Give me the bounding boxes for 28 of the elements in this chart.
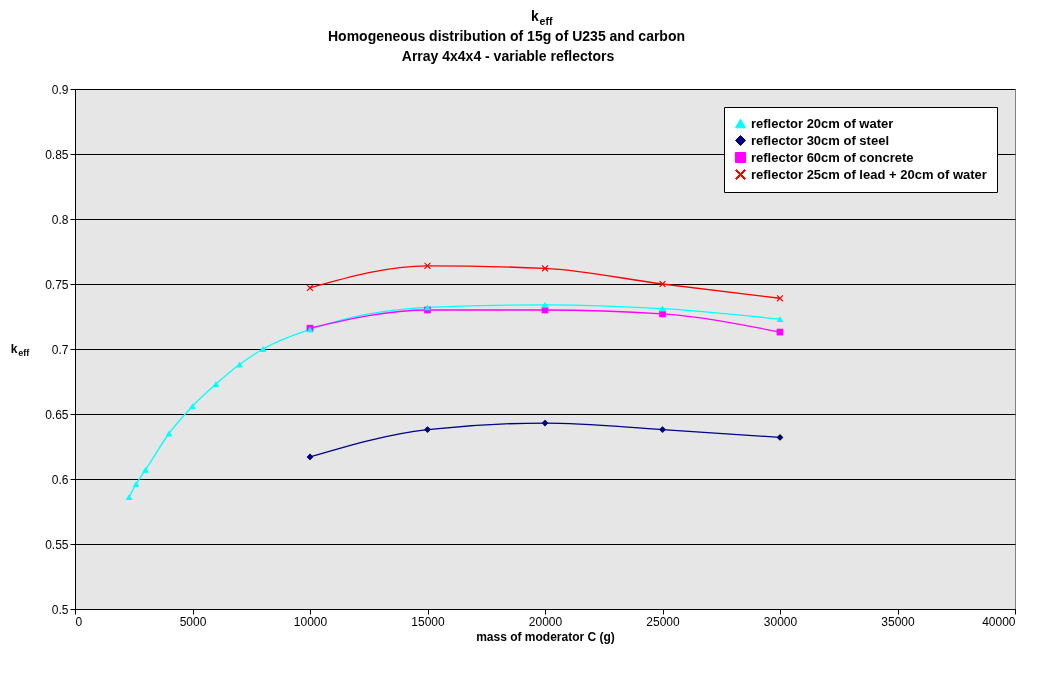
legend-label: reflector 30cm of steel	[751, 132, 890, 148]
legend-label: reflector 25cm of lead + 20cm of water	[751, 166, 987, 182]
x-tick-label: 35000	[881, 614, 916, 629]
x-tick-label: 15000	[411, 614, 446, 629]
y-tick-label: 0.5	[51, 602, 69, 617]
x-tick-label: 30000	[763, 614, 798, 629]
x-axis-title: mass of moderator C (g)	[476, 629, 615, 644]
y-tick-label: 0.75	[45, 277, 69, 292]
x-tick-label: 40000	[982, 614, 1016, 629]
legend-label: reflector 20cm of water	[751, 115, 894, 131]
text: Homogeneous distribution of 15g of U235 and carbon	[328, 28, 686, 44]
y-tick-label: 0.8	[51, 212, 69, 227]
y-tick-label: 0.7	[51, 342, 69, 357]
text: Array 4x4x4 - variable reflectors	[401, 48, 615, 64]
x-tick-label: 0	[75, 614, 83, 629]
x-tick-label: 20000	[528, 614, 563, 629]
point	[142, 466, 149, 473]
point	[424, 426, 431, 433]
y-tick-label: 0.9	[51, 82, 69, 97]
x-tick-label: 5000	[179, 614, 207, 629]
y-tick-label: 0.85	[45, 147, 69, 162]
y-tick-label: 0.6	[51, 472, 69, 487]
x-tick-label: 10000	[293, 614, 328, 629]
x-tick-label: 25000	[646, 614, 681, 629]
legend-label: reflector 60cm of concrete	[751, 149, 914, 165]
y-tick-label: 0.55	[45, 537, 69, 552]
y-tick-label: 0.65	[45, 407, 69, 422]
point	[659, 426, 666, 433]
